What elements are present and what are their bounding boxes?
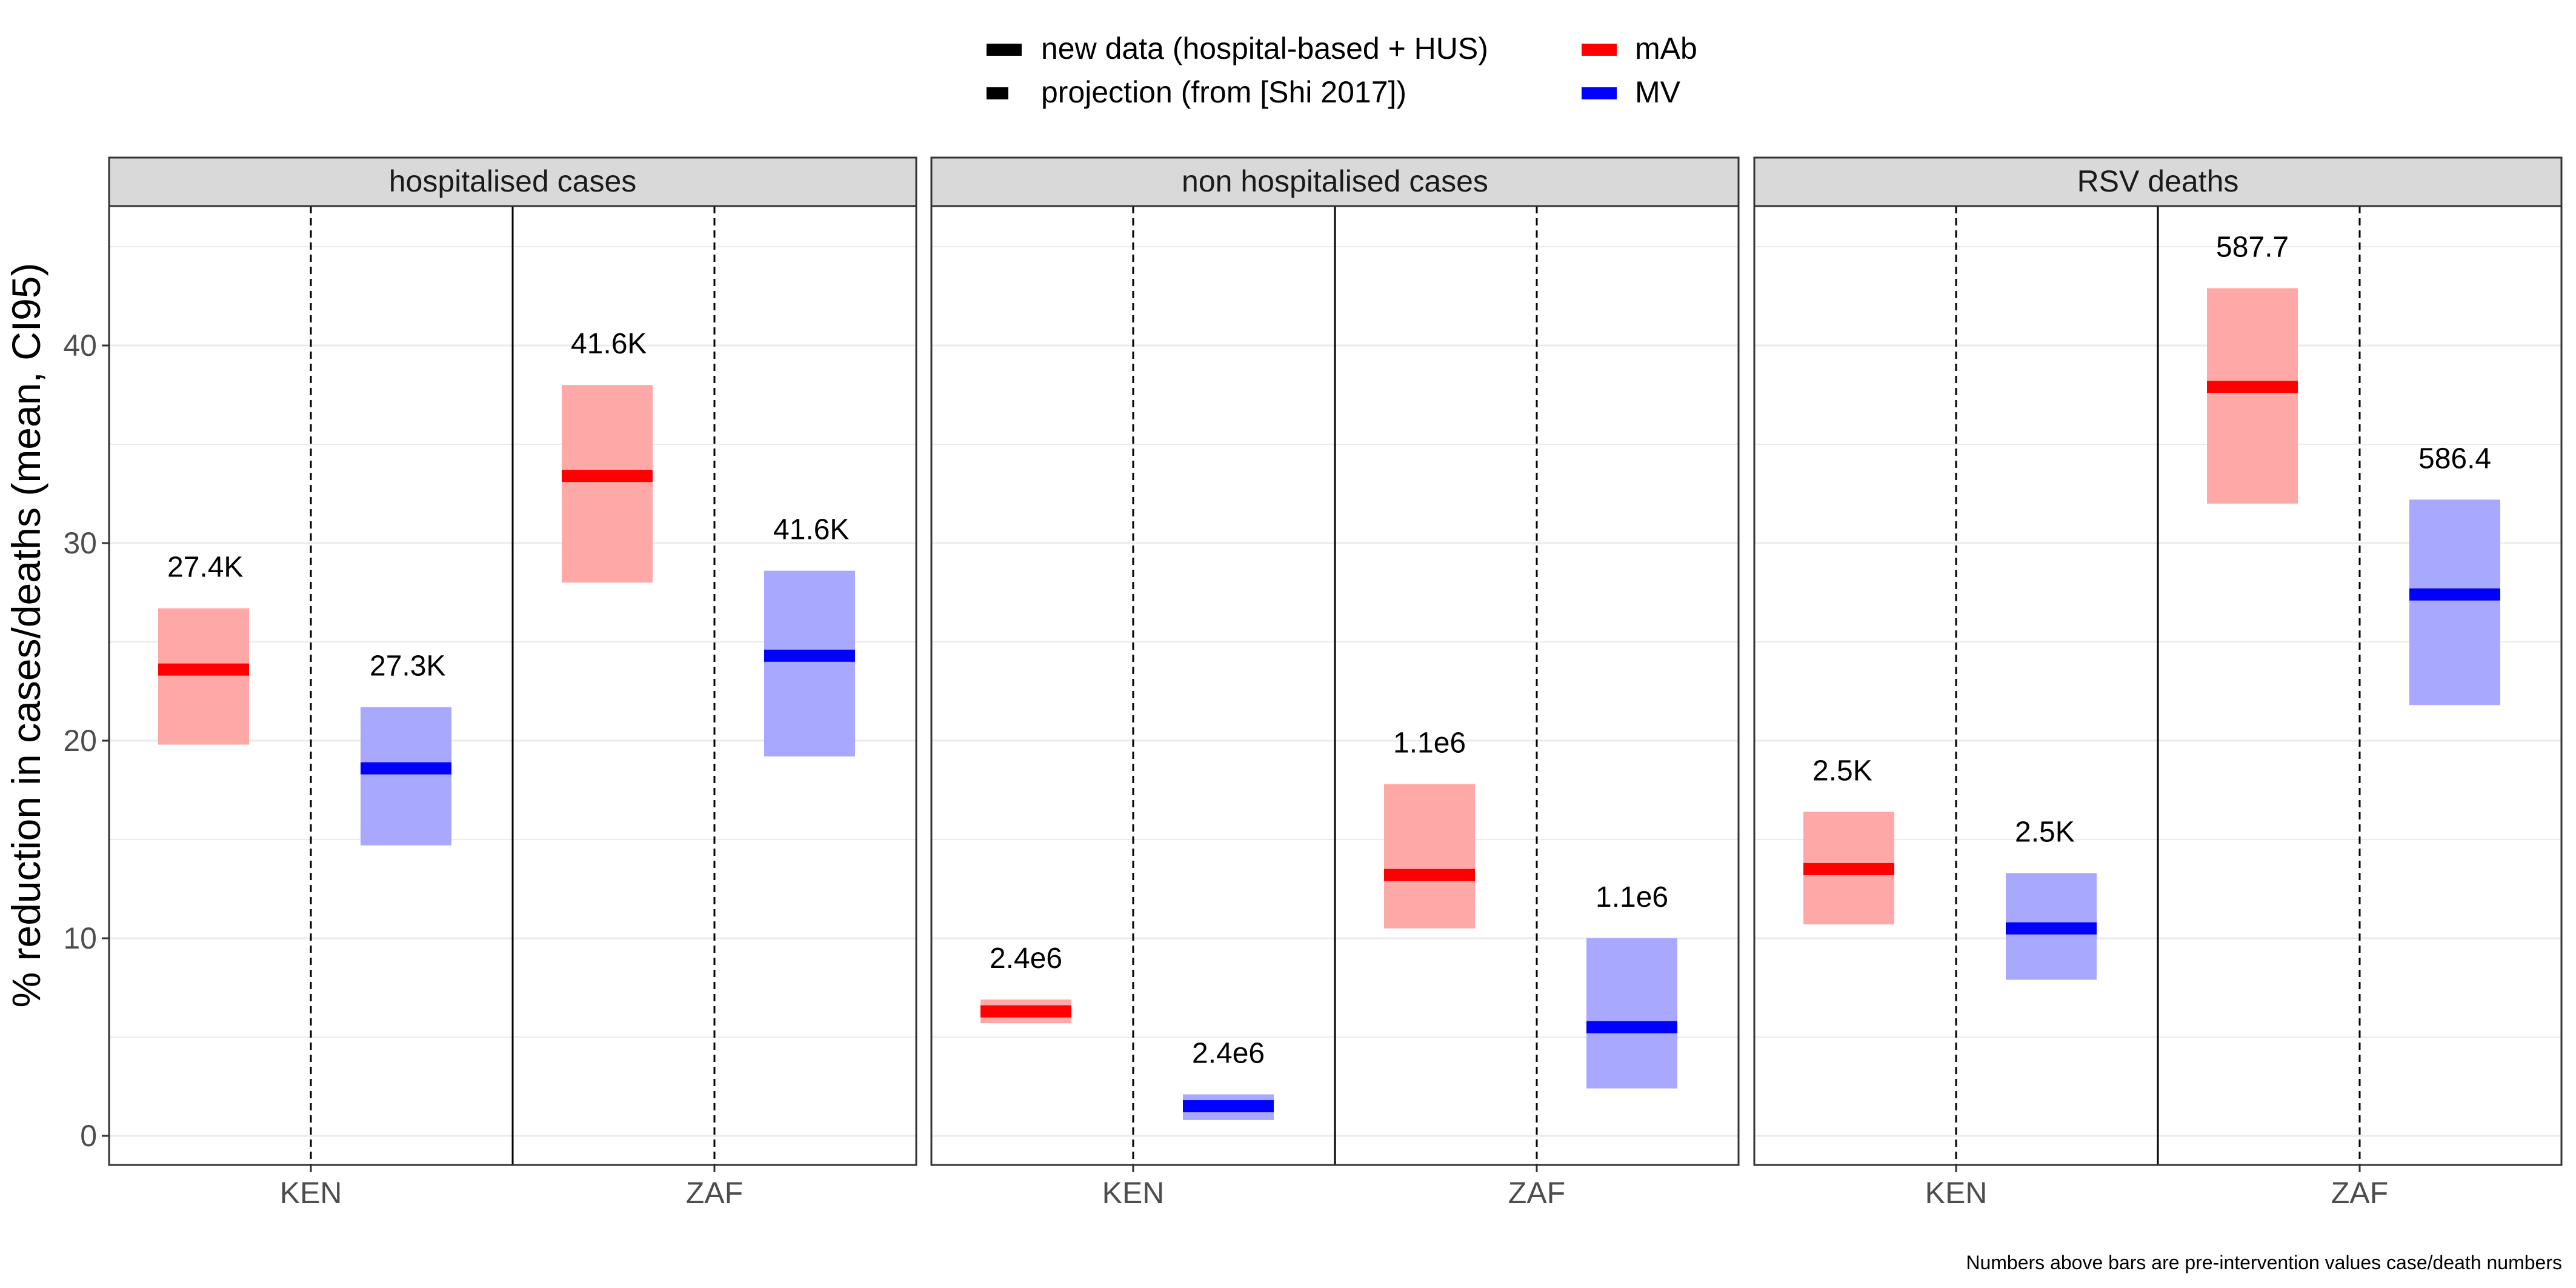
bar-value-label: 586.4: [2418, 442, 2491, 475]
ci-band-mv-zaf: [764, 570, 855, 757]
legend-label-mab: mAb: [1635, 32, 1697, 65]
y-axis-ticks: 0 10 20 30 40: [63, 329, 109, 1153]
legend: new data (hospital-based + HUS) projecti…: [987, 32, 1697, 109]
facet-panel: 27.4K 27.3K 41.6K 41.6K hospitalised cases KE…: [108, 156, 917, 1210]
panel-strip: [930, 156, 1740, 207]
y-tick-label: 30: [63, 526, 97, 560]
mean-line-mv-zaf: [764, 649, 855, 662]
bar-value-label: 2.5K: [1812, 755, 1872, 787]
bar-value-label: 1.1e6: [1393, 727, 1466, 759]
bar-value-label: 27.3K: [370, 650, 445, 682]
x-tick-label: KEN: [1925, 1176, 1988, 1210]
y-tick-label: 0: [80, 1119, 97, 1153]
mean-line-mv-ken: [2006, 922, 2097, 935]
mean-line-mab-zaf: [562, 470, 653, 482]
ci-band-mab-zaf: [562, 385, 653, 583]
panel-title: non hospitalised cases: [1182, 164, 1488, 198]
legend-label-projection: projection (from [Shi 2017]): [1041, 75, 1406, 109]
ci-band-mab-ken: [158, 608, 249, 745]
y-tick-label: 20: [63, 724, 97, 758]
mean-line-mv-ken: [1183, 1100, 1274, 1113]
y-axis-title: % reduction in cases/deaths (mean, CI95): [4, 263, 48, 1008]
x-tick-label: ZAF: [686, 1176, 743, 1210]
mean-line-mab-ken: [1803, 863, 1894, 875]
mean-line-mab-ken: [158, 663, 249, 676]
x-tick-label: ZAF: [2331, 1176, 2388, 1210]
mean-line-mv-zaf: [1586, 1021, 1677, 1033]
panel-title: RSV deaths: [2077, 164, 2239, 198]
facet-panels: 27.4K 27.3K 41.6K 41.6K hospitalised cases KE…: [108, 156, 2563, 1210]
y-tick-label: 10: [63, 921, 97, 955]
ci-band-mv-zaf: [1586, 938, 1677, 1089]
bar-value-label: 41.6K: [571, 328, 647, 360]
y-tick-label: 40: [63, 329, 97, 362]
panel-strip: [1753, 156, 2563, 207]
mean-line-mv-ken: [361, 762, 451, 775]
ci-band-mab-zaf: [2207, 288, 2298, 504]
bar-value-label: 2.4e6: [990, 943, 1062, 975]
facet-panel: 2.4e6 2.4e6 1.1e6 1.1e6 non hospitalised cas…: [930, 156, 1740, 1210]
ci-band-mab-zaf: [1384, 784, 1475, 929]
mean-line-mab-zaf: [1384, 869, 1475, 881]
bar-value-label: 587.7: [2216, 231, 2289, 263]
mean-line-mab-ken: [980, 1005, 1071, 1018]
mean-line-mv-zaf: [2409, 588, 2500, 601]
bar-value-label: 2.4e6: [1192, 1038, 1265, 1070]
legend-label-mv: MV: [1635, 75, 1681, 109]
bar-value-label: 41.6K: [773, 514, 849, 546]
bar-value-label: 1.1e6: [1596, 881, 1668, 913]
facet-panel: 2.5K 2.5K 587.7 586.4 RSV deaths KEN ZAF: [1753, 156, 2563, 1210]
legend-label-new-data: new data (hospital-based + HUS): [1041, 32, 1488, 65]
x-tick-label: KEN: [280, 1176, 342, 1210]
mean-line-mab-zaf: [2207, 381, 2298, 393]
ci-band-mv-ken: [361, 707, 451, 846]
x-tick-label: ZAF: [1508, 1176, 1565, 1210]
panel-title: hospitalised cases: [389, 164, 637, 198]
bar-value-label: 27.4K: [167, 552, 243, 584]
panel-strip: [108, 156, 917, 207]
ci-band-mv-zaf: [2409, 499, 2500, 706]
x-tick-label: KEN: [1102, 1176, 1165, 1210]
footnote: Numbers above bars are pre-intervention …: [1966, 1252, 2562, 1273]
bar-value-label: 2.5K: [2015, 816, 2075, 848]
